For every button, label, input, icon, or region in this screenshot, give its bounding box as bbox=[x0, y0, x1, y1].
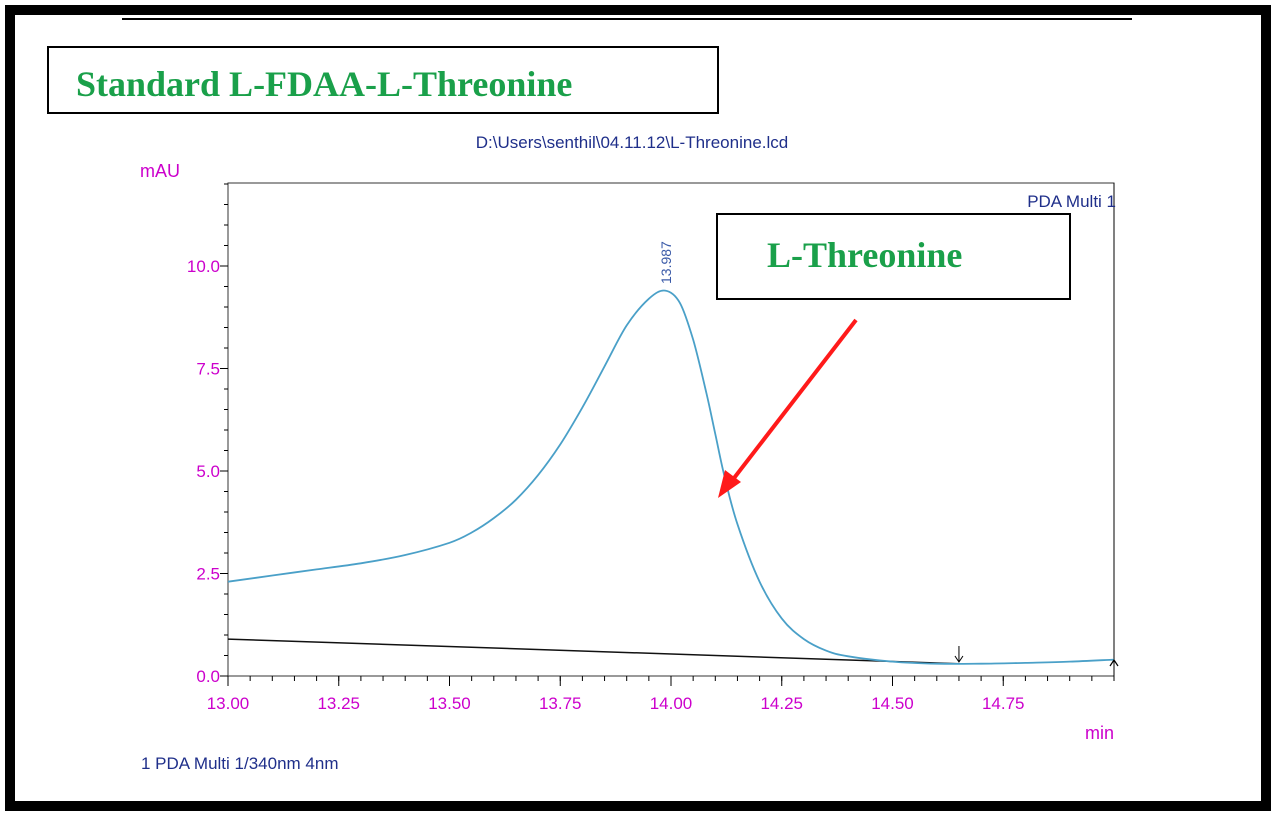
signal-trace bbox=[227, 289, 1115, 665]
x-axis-label: min bbox=[1085, 723, 1114, 743]
x-tick-label: 13.75 bbox=[539, 694, 582, 713]
peak-annotation-box: L-Threonine bbox=[716, 213, 1071, 300]
y-tick-label: 5.0 bbox=[196, 462, 220, 481]
y-tick-label: 10.0 bbox=[187, 257, 220, 276]
plot-end-arrow bbox=[1109, 658, 1119, 667]
x-tick-label: 14.25 bbox=[760, 694, 803, 713]
x-tick-label: 14.50 bbox=[871, 694, 914, 713]
figure-frame bbox=[5, 5, 1271, 811]
x-tick-label: 14.75 bbox=[982, 694, 1025, 713]
y-tick-label: 0.0 bbox=[196, 667, 220, 686]
figure-title: Standard L-FDAA-L-Threonine bbox=[47, 46, 719, 114]
peak-end-arrow bbox=[954, 655, 964, 663]
baseline-line bbox=[227, 638, 960, 665]
y-axis-label: mAU bbox=[140, 161, 180, 181]
peak-retention-label: 13.987 bbox=[658, 241, 674, 284]
annotation-arrow-shaft bbox=[729, 318, 858, 484]
y-tick-label: 2.5 bbox=[196, 565, 220, 584]
y-tick-label: 7.5 bbox=[196, 360, 220, 379]
x-tick-label: 14.00 bbox=[650, 694, 693, 713]
x-tick-label: 13.50 bbox=[428, 694, 471, 713]
x-tick-label: 13.00 bbox=[207, 694, 250, 713]
annotation-arrow-head bbox=[718, 470, 741, 498]
top-rule bbox=[122, 18, 1132, 20]
x-tick-label: 13.25 bbox=[317, 694, 360, 713]
chart-file-title: D:\Users\senthil\04.11.12\L-Threonine.lc… bbox=[476, 133, 788, 152]
channel-label: PDA Multi 1 bbox=[1027, 192, 1116, 211]
chart-footer: 1 PDA Multi 1/340nm 4nm bbox=[141, 754, 338, 773]
